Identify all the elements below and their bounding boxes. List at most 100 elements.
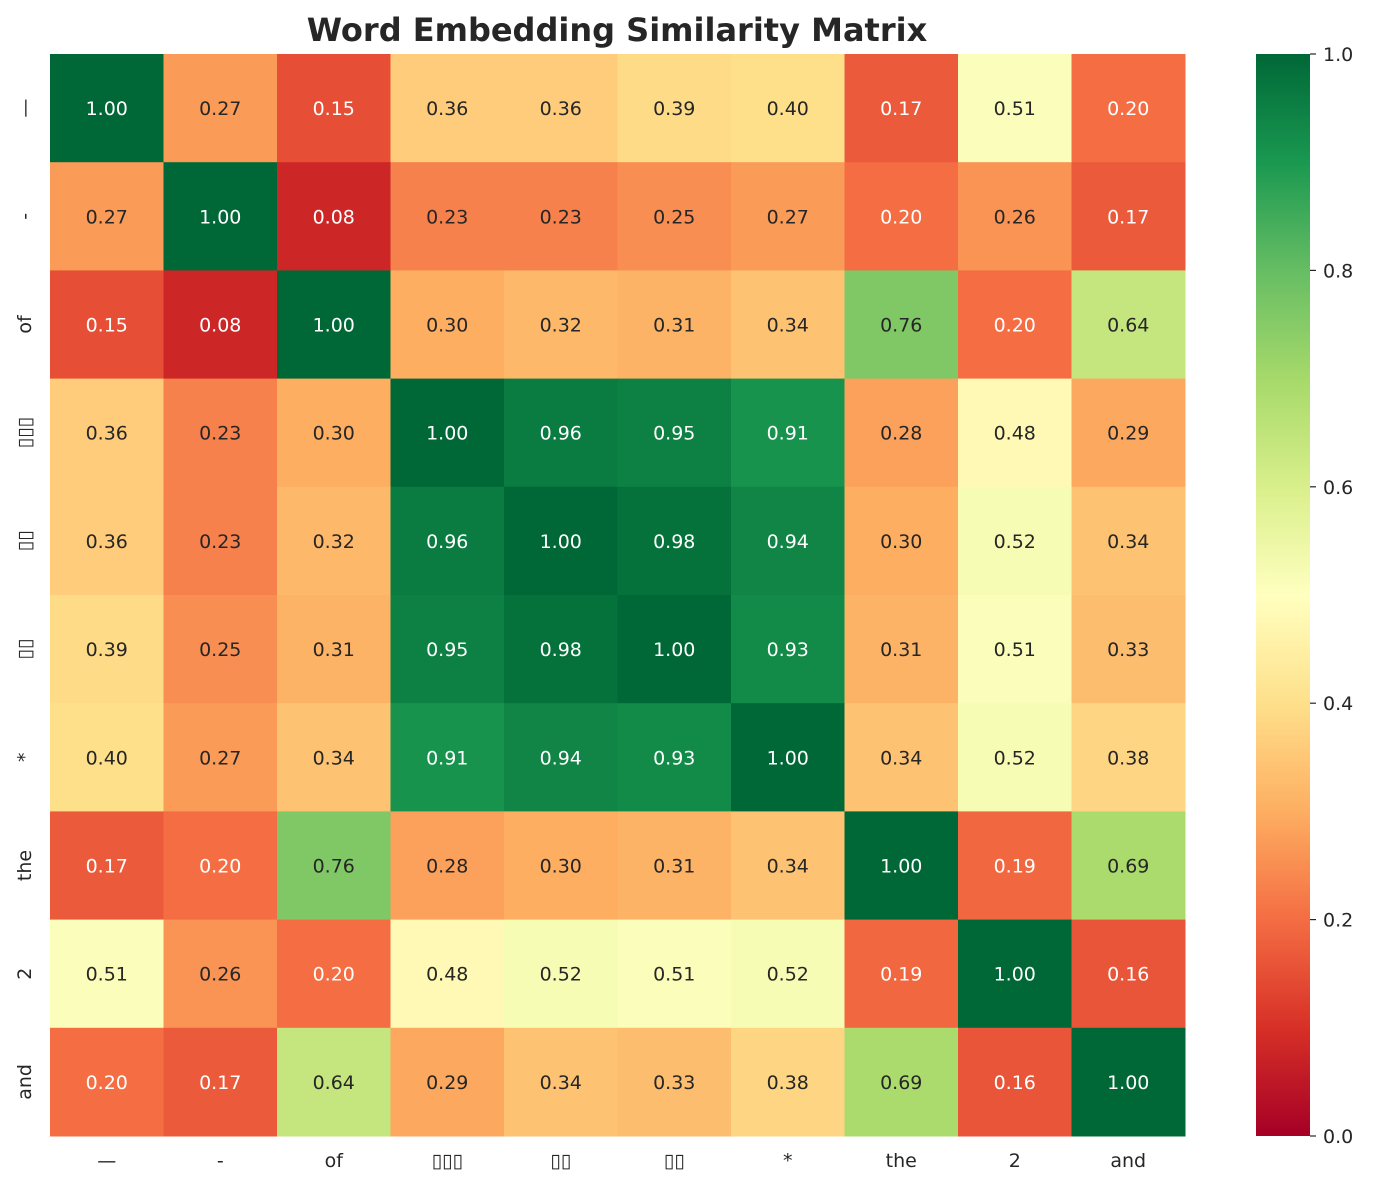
heatmap-cell	[277, 703, 391, 812]
heatmap-cell-value: 0.98	[540, 639, 582, 661]
heatmap-cell-value: 0.28	[880, 423, 922, 445]
x-tick-label: of	[325, 1150, 345, 1172]
heatmap-cell	[844, 1027, 959, 1137]
y-tick-label: *	[14, 753, 36, 763]
heatmap-cell	[390, 595, 505, 704]
heatmap-cell-value: 1.00	[880, 856, 922, 878]
heatmap-cell-value: 0.52	[994, 531, 1036, 553]
heatmap-cell	[504, 595, 618, 704]
heatmap-cell-value: 0.30	[426, 315, 468, 337]
heatmap-cell	[390, 486, 505, 596]
heatmap-cell	[1071, 1027, 1186, 1137]
heatmap-cell	[844, 919, 959, 1029]
heatmap-cell	[390, 270, 505, 380]
heatmap-cell-value: 0.20	[313, 964, 355, 986]
heatmap-cell	[1071, 595, 1186, 704]
heatmap-cell-value: 0.95	[426, 639, 468, 661]
heatmap-cell	[163, 270, 278, 380]
heatmap-cell-value: 0.34	[540, 1072, 582, 1094]
heatmap-cell	[617, 270, 732, 380]
heatmap-cell-value: 0.23	[199, 531, 241, 553]
heatmap-cell	[504, 162, 618, 271]
heatmap-cell	[277, 270, 391, 380]
heatmap-cell-value: 0.30	[540, 856, 582, 878]
heatmap-cell	[50, 595, 164, 704]
heatmap-cell-value: 0.76	[880, 315, 922, 337]
heatmap-cell-value: 1.00	[540, 531, 582, 553]
colorbar-tick-label: 0.2	[1323, 910, 1353, 932]
heatmap-cell	[504, 378, 618, 488]
heatmap-cell-value: 0.91	[426, 747, 468, 769]
y-tick-label: ▯▯▯	[14, 417, 36, 448]
heatmap-cell-value: 0.51	[653, 964, 695, 986]
heatmap-cell-value: 0.69	[880, 1072, 922, 1094]
heatmap-cell-value: 0.25	[653, 206, 695, 228]
x-axis-tick-labels: — - of ▯▯▯ ▯▯ ▯▯ * the 2 and	[97, 1150, 1146, 1172]
x-tick-label: ▯▯	[550, 1150, 571, 1172]
heatmap-cell	[844, 162, 959, 271]
heatmap-cell-value: 0.27	[199, 98, 241, 120]
heatmap-cell-value: 0.31	[653, 315, 695, 337]
heatmap-cell-value: 0.19	[880, 964, 922, 986]
heatmap-cell	[617, 378, 732, 488]
heatmap-cell-value: 0.17	[86, 856, 128, 878]
colorbar-tick-label: 0.6	[1323, 477, 1353, 499]
colorbar-tick-label: 0.8	[1323, 260, 1353, 282]
y-tick-label: ▯▯	[14, 530, 36, 551]
heatmap-cell	[617, 919, 732, 1029]
heatmap-cell	[958, 486, 1072, 596]
heatmap-cell-value: 0.48	[994, 423, 1036, 445]
heatmap-cell-value: 0.31	[653, 856, 695, 878]
x-tick-label: the	[886, 1150, 917, 1172]
heatmap-cell-value: 0.96	[540, 423, 582, 445]
heatmap-cell-value: 1.00	[994, 964, 1036, 986]
heatmap-cell	[1071, 811, 1186, 921]
chart-title: Word Embedding Similarity Matrix	[307, 11, 928, 49]
heatmap-cell-value: 0.34	[767, 315, 809, 337]
heatmap-cell	[844, 811, 959, 921]
heatmap-cell-value: 0.52	[994, 747, 1036, 769]
heatmap-cell-value: 0.34	[880, 747, 922, 769]
heatmap-cell-value: 1.00	[767, 747, 809, 769]
heatmap-cell	[390, 1027, 505, 1137]
heatmap-cell	[958, 811, 1072, 921]
heatmap-cell	[958, 1027, 1072, 1137]
heatmap-cell	[50, 378, 164, 488]
heatmap-cell-value: 0.51	[994, 98, 1036, 120]
heatmap-cell	[390, 162, 505, 271]
y-tick-label: 2	[14, 968, 36, 980]
heatmap-cell-value: 0.64	[1107, 315, 1149, 337]
heatmap-cell-value: 0.38	[767, 1072, 809, 1094]
heatmap-cell	[50, 162, 164, 271]
heatmap-cell	[617, 1027, 732, 1137]
heatmap-cell	[958, 919, 1072, 1029]
heatmap-cell	[1071, 162, 1186, 271]
heatmap-cell-value: 0.64	[313, 1072, 355, 1094]
heatmap-cell-value: 0.29	[426, 1072, 468, 1094]
y-tick-label: the	[14, 850, 36, 881]
heatmap-cell-value: 0.33	[1107, 639, 1149, 661]
heatmap-cell	[163, 486, 278, 596]
heatmap-cell	[617, 811, 732, 921]
heatmap-cell-value: 0.40	[86, 747, 128, 769]
heatmap-cell	[50, 1027, 164, 1137]
colorbar: 0.0 0.2 0.4 0.6 0.8 1.0	[1256, 44, 1353, 1148]
heatmap-cell-value: 0.20	[994, 315, 1036, 337]
heatmap-cell	[50, 486, 164, 596]
heatmap-cell-value: 0.15	[86, 315, 128, 337]
heatmap-cell-value: 0.27	[86, 206, 128, 228]
colorbar-tick-label: 0.4	[1323, 693, 1353, 715]
heatmap-cell	[163, 595, 278, 704]
heatmap-cell	[163, 378, 278, 488]
heatmap-cell-value: 1.00	[653, 639, 695, 661]
heatmap-cell	[731, 270, 845, 380]
heatmap-cell	[731, 378, 845, 488]
heatmap-cell-value: 1.00	[86, 98, 128, 120]
heatmap-cell	[163, 162, 278, 271]
heatmap-cell-value: 1.00	[199, 206, 241, 228]
heatmap-cell	[277, 811, 391, 921]
heatmap-cell-value: 0.20	[199, 856, 241, 878]
heatmap-cell-value: 0.40	[767, 98, 809, 120]
heatmap-cell	[731, 1027, 845, 1137]
heatmap-cell	[390, 703, 505, 812]
